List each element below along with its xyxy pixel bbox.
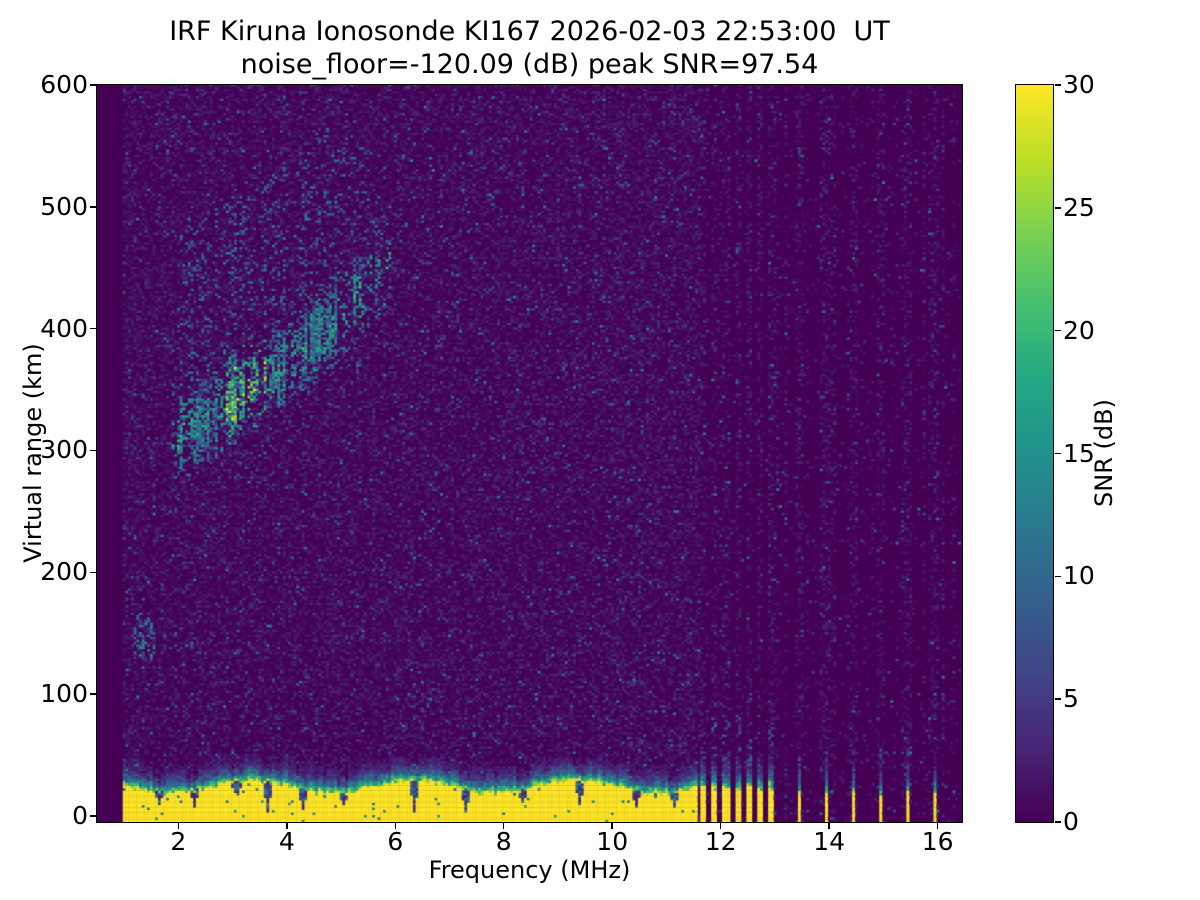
x-tick-mark [286,823,288,829]
colorbar-tick-label: 15 [1063,438,1095,468]
y-tick-mark [90,327,96,330]
colorbar-tick-mark [1054,452,1061,455]
x-tick-label: 10 [596,827,629,856]
colorbar-tick-label: 20 [1063,315,1095,345]
y-tick-label: 600 [40,70,88,99]
x-tick-label: 12 [704,827,737,856]
colorbar [1014,83,1054,823]
x-tick-mark [394,823,397,829]
x-tick-mark [177,823,180,829]
y-tick-mark [90,206,96,208]
x-tick-mark [828,823,830,829]
colorbar-tick-label: 5 [1063,684,1079,714]
ionogram-heatmap-canvas [96,84,962,822]
x-tick-label: 4 [278,827,295,856]
y-tick-mark [90,571,96,574]
chart-title-line1: IRF Kiruna Ionosonde KI167 2026-02-03 22… [169,16,890,47]
y-tick-label: 400 [40,313,88,343]
y-tick-label: 0 [72,800,88,830]
chart-title-line2: noise_floor=-120.09 (dB) peak SNR=97.54 [240,49,819,80]
colorbar-tick-mark [1054,84,1061,86]
colorbar-gradient-canvas [1015,84,1053,822]
x-axis-label: Frequency (MHz) [428,856,631,884]
colorbar-tick-mark [1054,821,1061,823]
x-tick-mark [936,823,939,829]
y-tick-mark [90,84,96,86]
y-tick-mark [90,815,96,817]
colorbar-tick-mark [1054,698,1061,700]
y-tick-label: 300 [40,435,88,465]
x-tick-label: 6 [387,827,404,856]
x-tick-mark [502,823,505,829]
x-tick-label: 2 [170,827,187,856]
x-tick-mark [611,823,613,829]
y-tick-label: 500 [40,191,88,221]
plot-area [95,83,963,823]
colorbar-tick-mark [1054,207,1061,209]
colorbar-tick-label: 30 [1063,70,1095,99]
colorbar-tick-label: 0 [1063,807,1079,836]
colorbar-tick-label: 10 [1063,561,1095,591]
y-tick-label: 200 [40,557,88,587]
y-tick-mark [90,693,96,695]
colorbar-tick-mark [1054,329,1061,332]
y-tick-label: 100 [40,679,88,709]
colorbar-tick-mark [1054,575,1061,578]
y-tick-mark [90,449,96,452]
x-tick-label: 14 [813,827,846,856]
x-tick-mark [719,823,722,829]
x-tick-label: 16 [921,827,954,856]
colorbar-tick-label: 25 [1063,192,1095,222]
x-tick-label: 8 [495,827,512,856]
